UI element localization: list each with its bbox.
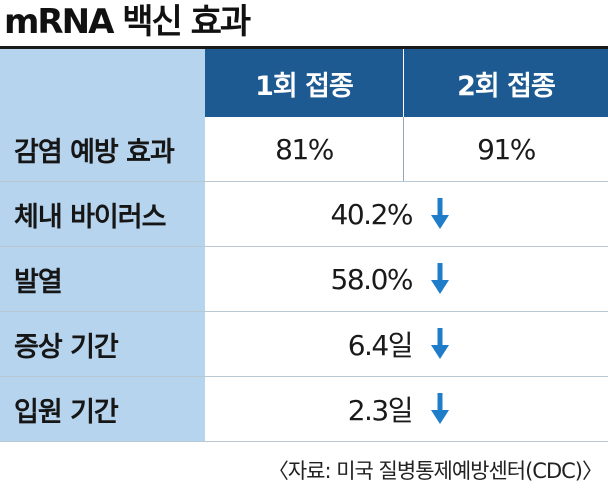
top-rule-divider <box>0 46 608 49</box>
vaccine-efficacy-table: 1회 접종 2회 접종 감염 예방 효과 81% 91% 체내 바이러스 40.… <box>0 49 608 442</box>
table-row: 증상 기간 6.4일 <box>0 312 608 377</box>
reduction-value: 58.0% <box>330 262 414 296</box>
reduction-value: 40.2% <box>330 197 414 231</box>
value-one-dose: 81% <box>275 132 334 166</box>
header-corner-cell <box>0 49 205 117</box>
source-note: 〈자료: 미국 질병통제예방센터(CDC)〉 <box>267 459 603 483</box>
row-label: 체내 바이러스 <box>0 182 205 246</box>
row-label: 입원 기간 <box>0 377 205 441</box>
table-row: 입원 기간 2.3일 <box>0 377 608 442</box>
down-arrow-icon <box>428 182 452 246</box>
value-two-doses: 91% <box>477 132 536 166</box>
reduction-value: 6.4일 <box>347 329 414 362</box>
down-arrow-icon <box>428 377 452 441</box>
column-divider <box>403 117 404 181</box>
chart-title: mRNA 백신 효과 <box>4 2 251 42</box>
header-one-dose: 1회 접종 <box>205 49 403 117</box>
row-label: 감염 예방 효과 <box>0 117 205 181</box>
down-arrow-icon <box>428 247 452 311</box>
reduction-value: 2.3일 <box>347 394 414 427</box>
header-two-doses: 2회 접종 <box>404 49 608 117</box>
down-arrow-icon <box>428 312 452 376</box>
table-row-prevention: 감염 예방 효과 81% 91% <box>0 117 608 182</box>
table-row: 발열 58.0% <box>0 247 608 312</box>
row-label: 발열 <box>0 247 205 311</box>
row-label: 증상 기간 <box>0 312 205 376</box>
table-row: 체내 바이러스 40.2% <box>0 182 608 247</box>
table-header-row: 1회 접종 2회 접종 <box>0 49 608 117</box>
